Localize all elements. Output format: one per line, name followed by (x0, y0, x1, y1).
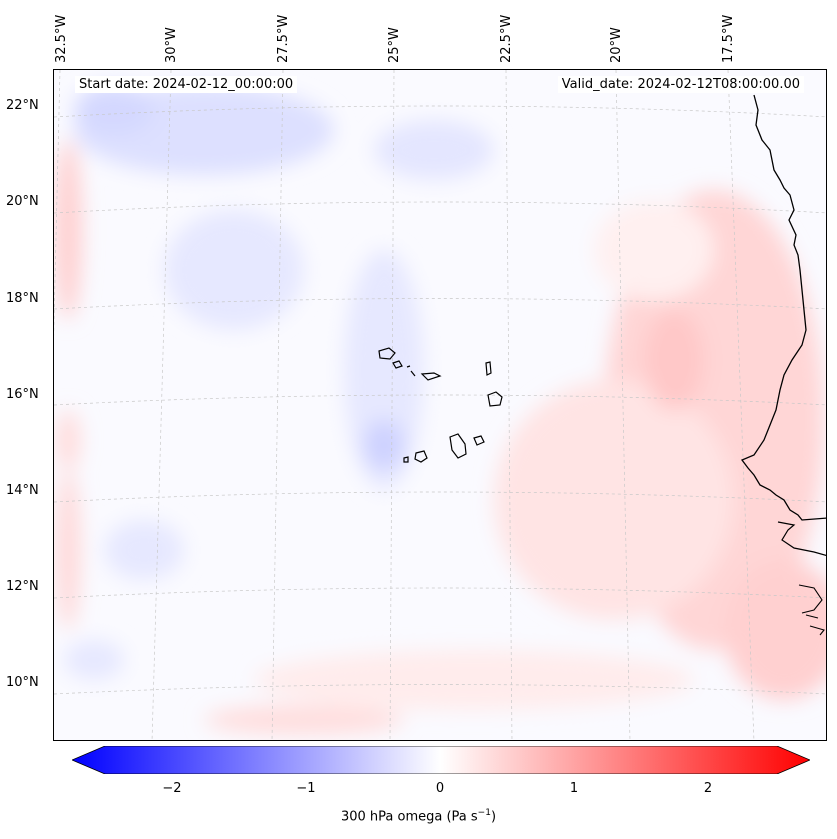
lon-label-32-5w: 32.5°W (54, 14, 69, 63)
lon-label-22-5w: 22.5°W (499, 14, 514, 63)
island-sao-nicolau (420, 372, 442, 381)
island-boa-vista (487, 391, 503, 407)
lat-label-22n: 22°N (6, 98, 39, 113)
lat-label-18n: 18°N (6, 291, 39, 306)
colorbar-gradient (72, 746, 810, 774)
colorbar-tick-2: 2 (703, 781, 713, 796)
graticule-lat-16n (54, 394, 826, 406)
lon-label-20w: 20°W (609, 27, 624, 63)
graticule-lat-18n (54, 298, 826, 310)
island-brava (403, 456, 409, 463)
negative-omega-region (74, 85, 154, 135)
colorbar-label: 300 hPa omega (Pa s−1) (340, 808, 497, 825)
positive-omega-region (54, 140, 82, 320)
lat-label-12n: 12°N (6, 579, 39, 594)
island-santa-luzia (406, 365, 416, 377)
lat-label-14n: 14°N (6, 483, 39, 498)
graticule-lat-20n (54, 201, 826, 214)
positive-omega-region (204, 705, 404, 735)
negative-omega-region (64, 640, 124, 680)
graticule-lat-14n (54, 491, 826, 503)
lon-label-25w: 25°W (387, 27, 402, 63)
island-santo-antao (378, 347, 396, 360)
island-santiago (449, 433, 467, 459)
graticule-lat-22n (54, 105, 826, 118)
positive-omega-region (56, 410, 80, 470)
lat-label-10n: 10°N (6, 675, 39, 690)
graticule-lon-22-5w (505, 70, 513, 740)
island-fogo (414, 450, 428, 463)
graticule-lon-25w (389, 70, 395, 740)
graticule-lon-20w (615, 70, 631, 740)
africa-coastline (740, 94, 826, 521)
graticule-lat-10n (54, 684, 826, 695)
negative-omega-region (104, 520, 184, 580)
lat-label-20n: 20°N (6, 194, 39, 209)
graticule-lon-17-5w (727, 70, 755, 740)
graticule-lon-27-5w (271, 70, 284, 740)
colorbar-tick-1: 1 (569, 781, 579, 796)
cape-verde-islands (378, 347, 503, 463)
positive-omega-region (644, 310, 704, 410)
lon-label-27-5w: 27.5°W (276, 14, 291, 63)
colorbar-tick-minus-2: −2 (162, 781, 182, 796)
positive-omega-region (254, 650, 694, 710)
graticule-lat-12n (54, 587, 826, 599)
island-sao-vicente (392, 360, 403, 369)
positive-omega-region (56, 470, 80, 630)
start-date-label: Start date: 2024-02-12_00:00:00 (75, 76, 298, 93)
colorbar-tick-0: 0 (435, 781, 445, 796)
lon-label-17-5w: 17.5°W (721, 14, 736, 63)
positive-omega-region (594, 200, 714, 300)
negative-omega-region (374, 120, 494, 180)
positive-omega-region (724, 560, 826, 700)
graticule-lon-30w (151, 70, 172, 740)
graticule (54, 70, 826, 740)
omega-colorbar (72, 746, 810, 774)
negative-omega-region (364, 420, 404, 470)
negative-omega-region (164, 210, 304, 330)
valid-date-label: Valid_date: 2024-02-12T08:00:00.00 (557, 76, 804, 93)
lat-label-16n: 16°N (6, 387, 39, 402)
lon-label-30w: 30°W (164, 27, 179, 63)
negative-omega-region (344, 250, 424, 490)
colorbar-tick-minus-1: −1 (296, 781, 316, 796)
positive-omega-region (494, 380, 734, 620)
island-maio (473, 435, 485, 446)
omega-field-shading (54, 85, 826, 735)
omega-field-map (54, 70, 826, 740)
island-sal (485, 361, 492, 376)
map-panel (53, 69, 827, 741)
guinea-bissau-islands (798, 584, 825, 636)
senegal-gambia-coast (777, 521, 826, 557)
